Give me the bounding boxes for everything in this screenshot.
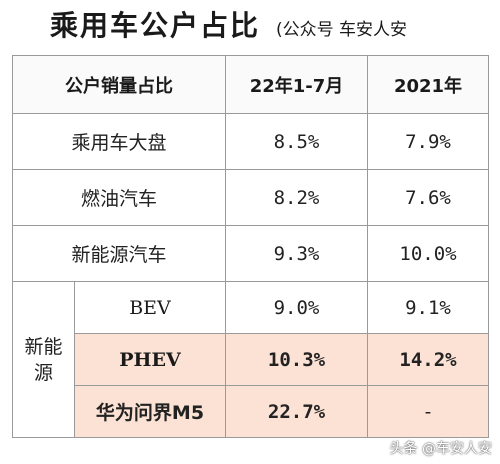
table-row: 新能源汽车 9.3% 10.0%	[12, 225, 489, 282]
row-value-2021: 7.9%	[367, 113, 489, 170]
row-value-2021: -	[367, 385, 489, 438]
row-label: 燃油汽车	[12, 169, 226, 226]
header-metric: 公户销量占比	[12, 55, 226, 114]
header-period-2022: 22年1-7月	[225, 55, 368, 114]
share-table: 公户销量占比 22年1-7月 2021年 乘用车大盘 8.5% 7.9% 燃油汽…	[12, 55, 489, 438]
table-row-highlighted: PHEV 10.3% 14.2%	[13, 333, 489, 386]
row-label: 新能源汽车	[12, 225, 226, 282]
row-value-2022: 8.5%	[225, 113, 368, 170]
group-label: 新能 源	[12, 281, 75, 438]
row-value-2021: 10.0%	[367, 225, 489, 282]
row-value-2022: 22.7%	[225, 385, 368, 438]
table-row-highlighted: 华为问界M5 22.7% -	[13, 385, 489, 438]
page-title: 乘用车公户占比	[50, 9, 261, 42]
row-label: 乘用车大盘	[12, 113, 226, 170]
table-row: 乘用车大盘 8.5% 7.9%	[12, 113, 489, 170]
row-value-2022: 9.0%	[225, 281, 368, 334]
row-value-2021: 14.2%	[367, 333, 489, 386]
row-value-2021: 7.6%	[367, 169, 489, 226]
table-row: 燃油汽车 8.2% 7.6%	[12, 169, 489, 226]
row-value-2022: 9.3%	[225, 225, 368, 282]
row-label: PHEV	[74, 333, 226, 386]
row-value-2021: 9.1%	[367, 281, 489, 334]
table-row: 新能 源 BEV 9.0% 9.1%	[12, 281, 489, 438]
row-value-2022: 10.3%	[225, 333, 368, 386]
table-header-row: 公户销量占比 22年1-7月 2021年	[12, 55, 489, 114]
group-label-text: 新能 源	[24, 335, 63, 384]
row-label: BEV	[74, 281, 226, 334]
watermark: 头条 @车安人安	[389, 441, 492, 457]
row-value-2022: 8.2%	[225, 169, 368, 226]
page-subtitle: (公众号 车安人安	[276, 20, 408, 40]
header-period-2021: 2021年	[367, 55, 489, 114]
title-bar: 乘用车公户占比 (公众号 车安人安	[0, 0, 500, 50]
row-label: 华为问界M5	[74, 385, 226, 438]
